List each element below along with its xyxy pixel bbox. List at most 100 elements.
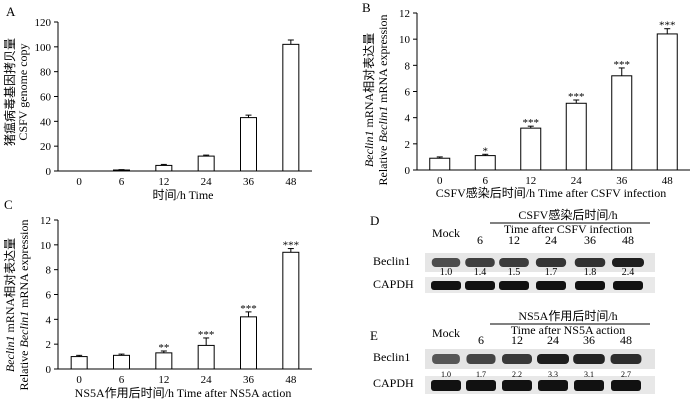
panel-c-y-tick-label: 10: [40, 240, 52, 252]
panel-c-bar: [113, 354, 130, 370]
panel-e-letter: E: [370, 328, 378, 343]
panel-c-x-tick-label: 12: [158, 374, 169, 386]
blot-d-lane-label: 48: [622, 233, 634, 247]
blot-panel-e: E NS5A作用后时间/h Time after NS5A action Bec…: [370, 309, 655, 394]
panel-a-x-tick-label: 6: [119, 176, 125, 188]
panel-b-bar: [611, 75, 633, 171]
panel-c-x-tick-label: 48: [285, 374, 297, 386]
panel-a-bar: [155, 164, 173, 172]
panel-c-significance: ***: [283, 240, 300, 252]
blot-d-protein-band: [574, 258, 606, 267]
panel-c-ylabel-en-post: mRNA expression: [17, 220, 31, 311]
panel-c-ylabel-en: Relative Beclin1 mRNA expression: [17, 220, 31, 391]
blot-e-band-value: 3.3: [548, 370, 558, 379]
panel-a-bar: [197, 155, 215, 172]
blot-d-control-band: [431, 281, 461, 290]
panel-a-x-tick-label: 12: [158, 176, 169, 188]
panel-b-y-tick-label: 2: [405, 139, 411, 151]
blot-d-control-band: [499, 281, 529, 290]
panel-a-xlabel: 时间/h Time: [152, 188, 213, 202]
panel-a-letter: A: [6, 4, 16, 19]
blot-e-lane-label: Mock: [432, 326, 460, 340]
blot-d-protein-band: [465, 258, 495, 267]
panel-b-ylabel-cn-rest: mRNA相对表达量: [362, 33, 376, 131]
panel-b-ylabel-cn: Beclin1 mRNA相对表达量: [362, 33, 376, 167]
panel-c-significance: ***: [240, 303, 257, 315]
panel-b-x-tick-label: 12: [525, 175, 536, 187]
panel-a-y-tick-label: 40: [40, 116, 52, 128]
panel-b-ylabel-en: Relative Beclin1 mRNA expression: [376, 15, 390, 186]
panel-b-y-tick-label: 4: [405, 113, 411, 125]
panel-b-bar: [474, 155, 496, 171]
panel-b-y-tick-label: 6: [405, 87, 411, 99]
panel-c-x-tick-label: 24: [201, 374, 213, 386]
panel-b-bar: [429, 157, 451, 171]
panel-c-y-tick-label: 4: [46, 314, 52, 326]
blot-e-control-band: [466, 380, 496, 391]
blot-d-protein-band: [431, 258, 461, 267]
panel-b-y-tick-label: 10: [399, 34, 411, 46]
panel-b-significance: *: [483, 145, 489, 157]
panel-b-significance: ***: [659, 20, 676, 32]
panel-b-y-tick-label: 8: [405, 60, 411, 72]
blot-e-control-label: CAPDH: [373, 376, 414, 390]
panel-b-x-tick-label: 48: [662, 175, 674, 187]
blot-e-protein-label: Beclin1: [373, 350, 410, 364]
panel-b-xlabel: CSFV感染后时间/h Time after CSFV infection: [436, 185, 666, 200]
chart-panel-c: C Beclin1 mRNA相对表达量 Relative Beclin1 mRN…: [3, 197, 312, 400]
panel-a-y-tick-label: 20: [40, 141, 52, 153]
panel-b-y-tick-label: 0: [405, 165, 411, 177]
blot-e-band-value: 2.2: [512, 370, 522, 379]
blot-e-band-value: 2.7: [621, 370, 631, 379]
blot-e-band-value: 1.0: [441, 370, 451, 379]
blot-d-band-value: 1.5: [508, 267, 521, 278]
blot-e-protein-band: [432, 354, 460, 364]
panel-b-y-tick-label: 12: [399, 8, 410, 20]
panel-a-y-tick-label: 60: [40, 92, 52, 104]
panel-b-significance: ***: [614, 59, 631, 71]
chart-panel-a: A 猪瘟病毒基因拷贝量 CSFV genome copy 时间/h Time 0…: [2, 4, 312, 202]
blot-e-header-cn: NS5A作用后时间/h: [518, 309, 617, 323]
blot-d-protein-band: [612, 258, 644, 267]
blot-e-protein-band: [610, 354, 642, 364]
panel-d-letter: D: [370, 213, 379, 228]
blot-e-band-value: 1.7: [476, 370, 486, 379]
blot-e-lane-label: 6: [478, 333, 484, 347]
panel-c-significance: ***: [198, 329, 215, 341]
blot-d-band-value: 1.7: [545, 267, 558, 278]
blot-e-lane-label: 48: [620, 333, 632, 347]
blot-d-protein-band: [535, 258, 567, 267]
blot-panel-d: D CSFV感染后时间/h Time after CSFV infection …: [370, 207, 655, 293]
blot-d-control-band: [613, 281, 643, 290]
blot-d-lane-label: 12: [508, 233, 520, 247]
blot-e-protein-band: [466, 354, 496, 364]
panel-c-bar: [70, 356, 88, 370]
blot-d-lane-label: 6: [477, 233, 483, 247]
blot-d-band-value: 1.4: [474, 267, 487, 278]
blot-d-band-value: 2.4: [622, 267, 635, 278]
panel-a-bar: [113, 169, 130, 172]
blot-d-protein-label: Beclin1: [373, 254, 410, 268]
panel-b-ylabel-en-pre: Relative: [376, 143, 390, 186]
panel-a-x-tick-label: 36: [243, 176, 255, 188]
panel-a-ylabel-en: CSFV genome copy: [16, 43, 30, 140]
panel-c-bar: [155, 352, 173, 370]
panel-c-ylabel-cn: Beclin1 mRNA相对表达量: [3, 238, 17, 372]
blot-e-control-band: [574, 380, 604, 391]
panel-c-y-tick-label: 0: [46, 364, 52, 376]
panel-a-x-tick-label: 24: [201, 176, 213, 188]
blot-d-control-band: [575, 281, 605, 290]
blot-d-control-band: [536, 281, 566, 290]
panel-c-x-tick-label: 6: [119, 374, 125, 386]
blot-e-protein-band: [502, 354, 532, 364]
panel-b-bar: [565, 102, 587, 171]
panel-c-ylabel-cn-gene: Beclin1: [3, 336, 17, 373]
blot-d-lane-label: Mock: [432, 226, 460, 240]
blot-e-lane-label: 36: [583, 333, 595, 347]
blot-e-lane-label: 12: [511, 333, 523, 347]
panel-c-y-tick-label: 2: [46, 339, 52, 351]
panel-c-x-tick-label: 36: [243, 374, 255, 386]
panel-b-significance: ***: [568, 91, 585, 103]
blot-d-control-label: CAPDH: [373, 277, 414, 291]
